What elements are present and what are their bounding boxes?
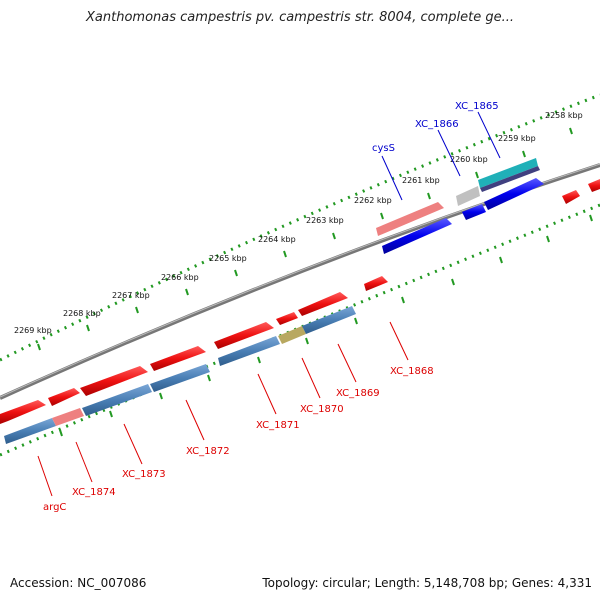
gene-label: XC_1872 [186, 446, 230, 457]
genome-backbone [0, 163, 600, 400]
kbp-label: 2260 kbp [450, 155, 488, 164]
gene-arrow[interactable] [562, 190, 580, 204]
gene-block[interactable] [278, 326, 306, 344]
kbp-label: 2258 kbp [545, 111, 583, 120]
gene-arrow[interactable] [0, 400, 46, 424]
kbp-label: 2262 kbp [354, 196, 392, 205]
kbp-label: 2261 kbp [402, 176, 440, 185]
gene-block[interactable] [82, 384, 152, 416]
accession-text: Accession: NC_007086 [10, 576, 147, 590]
label-lines-blue [381, 111, 501, 201]
gene-label: cysS [372, 143, 395, 154]
forward-genes[interactable] [0, 179, 600, 424]
kbp-label: 2265 kbp [209, 254, 247, 263]
kbp-label: 2263 kbp [306, 216, 344, 225]
label-lines-red [37, 321, 409, 497]
gene-arrow[interactable] [588, 179, 600, 192]
gene-arrow[interactable] [214, 322, 274, 349]
gene-label: XC_1874 [72, 487, 116, 498]
gene-arrow-blue[interactable] [484, 178, 544, 210]
gene-block-dark[interactable] [480, 166, 540, 192]
gene-block-teal[interactable] [478, 158, 538, 188]
kbp-label: 2266 kbp [161, 273, 199, 282]
kbp-label: 2267 kbp [112, 291, 150, 300]
gene-labels: argC XC_1874 XC_1873 XC_1872 XC_1871 XC_… [43, 101, 499, 513]
map-title: Xanthomonas campestris pv. campestris st… [86, 10, 514, 25]
gene-arrow[interactable] [364, 276, 388, 291]
kbp-label: 2264 kbp [258, 235, 296, 244]
outer-scale-ticks [37, 127, 573, 351]
gene-arrow[interactable] [150, 346, 206, 371]
gene-arrow[interactable] [48, 388, 80, 406]
kbp-label: 2268 kbp [63, 309, 101, 318]
gene-label: argC [43, 502, 66, 513]
gene-label: XC_1869 [336, 388, 380, 399]
gene-label: XC_1865 [455, 101, 499, 112]
gene-label: XC_1871 [256, 420, 300, 431]
gene-block[interactable] [302, 306, 356, 334]
kbp-label: 2259 kbp [498, 134, 536, 143]
kbp-label: 2269 kbp [14, 326, 52, 335]
gene-arrow[interactable] [276, 312, 298, 325]
gene-arrow[interactable] [80, 366, 148, 396]
gene-block[interactable] [52, 408, 84, 426]
gene-arrow[interactable] [298, 292, 348, 316]
gene-block[interactable] [218, 336, 280, 366]
gene-arrow-blue[interactable] [462, 204, 486, 220]
inner-scale-ticks [59, 214, 593, 437]
gene-block[interactable] [4, 418, 56, 444]
gene-label: XC_1873 [122, 469, 166, 480]
topology-text: Topology: circular; Length: 5,148,708 bp… [262, 576, 592, 590]
gene-label: XC_1866 [415, 119, 459, 130]
gene-label: XC_1868 [390, 366, 434, 377]
gene-block-grey[interactable] [456, 186, 480, 206]
reverse-genes[interactable] [4, 306, 356, 444]
gene-block[interactable] [150, 364, 210, 392]
kbp-labels: 2269 kbp 2268 kbp 2267 kbp 2266 kbp 2265… [14, 111, 583, 335]
gene-label: XC_1870 [300, 404, 344, 415]
gene-arrow-blue[interactable] [382, 218, 452, 254]
cysS-gene[interactable] [376, 202, 444, 236]
blue-genes[interactable] [382, 158, 544, 254]
